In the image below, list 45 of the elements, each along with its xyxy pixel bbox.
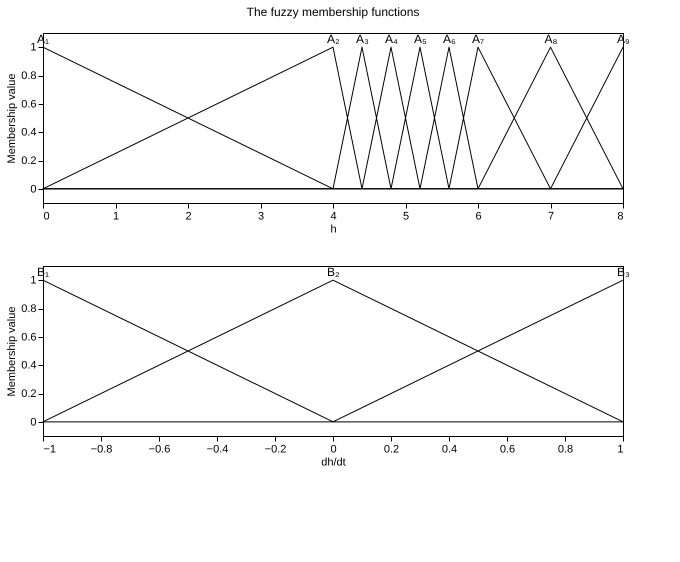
x-axis-title: h [330, 224, 337, 236]
annotation: A₄ [385, 32, 398, 46]
x-tick-label: 2 [185, 210, 192, 222]
x-tick-label: −0.2 [264, 444, 286, 456]
y-tick-label: 0 [30, 183, 36, 196]
y-tick-label: 1 [30, 42, 36, 54]
x-tick-label: −0.4 [206, 444, 228, 456]
annotation: A₃ [356, 32, 370, 46]
chart-title: The fuzzy membership functions [246, 5, 420, 19]
x-tick-label: 5 [402, 210, 410, 222]
x-tick-label: 0.8 [558, 444, 574, 456]
y-axis-title: Membership value [6, 74, 18, 164]
x-tick-label: 8 [617, 210, 624, 222]
x-tick-label: 6 [475, 210, 482, 222]
y-axis-title: Membership value [6, 306, 18, 396]
x-tick-label: −1 [44, 444, 56, 456]
y-tick-label: 0.4 [21, 360, 36, 372]
y-tick-label: 0.8 [21, 303, 36, 315]
y-tick-label: 0.8 [21, 70, 36, 82]
y-tick-label: 0.6 [21, 331, 36, 344]
annotation: A₂ [327, 32, 340, 46]
x-tick-label: 0.2 [384, 444, 400, 456]
annotation: A₆ [443, 32, 456, 46]
annotation: A₇ [472, 32, 484, 46]
x-tick-label: 7 [548, 210, 554, 222]
y-tick-label: 0.4 [21, 126, 36, 139]
x-tick-label: 0.6 [500, 444, 516, 456]
x-tick-label: −0.8 [90, 444, 112, 456]
x-tick-label: 1 [112, 210, 120, 222]
y-tick-label: 0 [30, 416, 36, 428]
y-tick-label: 0.2 [21, 155, 36, 167]
x-tick-label: 3 [258, 210, 264, 222]
annotation: A₈ [544, 32, 558, 46]
y-tick-label: 1 [30, 274, 36, 287]
x-tick-label: 0 [330, 444, 337, 456]
x-tick-label: 0.4 [442, 444, 458, 456]
x-tick-label: −0.6 [148, 444, 170, 456]
x-axis-title: dh/dt [321, 456, 346, 468]
y-tick-label: 0.6 [21, 98, 36, 110]
annotation: A₅ [414, 32, 428, 46]
x-tick-label: 1 [617, 444, 624, 456]
x-tick-label: 0 [44, 210, 50, 222]
annotation: B₂ [327, 265, 340, 280]
y-tick-label: 0.2 [21, 388, 36, 400]
x-tick-label: 4 [330, 210, 337, 222]
